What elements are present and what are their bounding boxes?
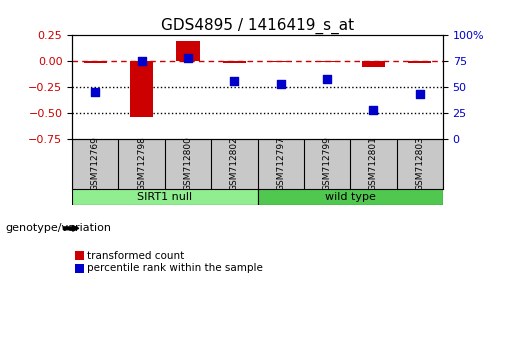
Bar (72, 189, 258, 205)
Point (369, 107, 377, 113)
Bar (258, 189, 443, 205)
Text: transformed count: transformed count (87, 251, 184, 261)
Bar (269, 61, 293, 62)
Bar (83, 61, 107, 63)
Text: GSM712802: GSM712802 (230, 137, 239, 192)
Text: percentile rank within the sample: percentile rank within the sample (87, 263, 263, 273)
Text: GSM712800: GSM712800 (183, 137, 193, 192)
Bar (408, 61, 431, 63)
Bar (176, 41, 200, 61)
Point (230, 78, 238, 84)
Title: GDS4895 / 1416419_s_at: GDS4895 / 1416419_s_at (161, 18, 354, 34)
Point (184, 55, 192, 61)
Text: wild type: wild type (325, 192, 375, 202)
Point (323, 76, 331, 82)
Bar (130, 61, 153, 117)
Text: GSM712799: GSM712799 (322, 137, 332, 192)
Point (138, 58, 146, 64)
Text: GSM712803: GSM712803 (415, 137, 424, 192)
Point (277, 81, 285, 87)
Text: GSM712801: GSM712801 (369, 137, 378, 192)
Point (416, 91, 424, 97)
Text: GSM712798: GSM712798 (137, 137, 146, 192)
Text: SIRT1 null: SIRT1 null (137, 192, 193, 202)
Bar (315, 61, 339, 62)
Text: genotype/variation: genotype/variation (5, 223, 111, 233)
Text: GSM712769: GSM712769 (91, 137, 100, 192)
Bar (222, 61, 246, 63)
Bar (362, 61, 385, 67)
Point (91, 90, 99, 95)
Text: GSM712797: GSM712797 (276, 137, 285, 192)
